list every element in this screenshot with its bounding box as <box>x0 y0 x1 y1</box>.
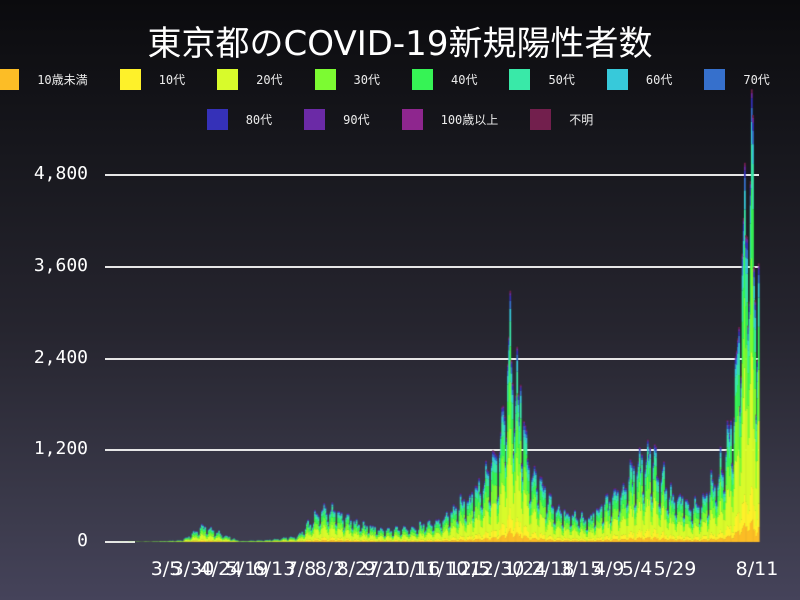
x-tick-label: 4/24 <box>199 558 243 580</box>
x-tick-label: 5/4 <box>621 558 653 580</box>
x-tick-label: 9/21 <box>363 558 407 580</box>
x-tick-label: 2/18 <box>531 558 575 580</box>
x-tick-label: 8/11 <box>735 558 779 580</box>
x-tick-label: 7/8 <box>285 558 317 580</box>
x-tick-label: 4/9 <box>593 558 625 580</box>
x-tick-label: 3/15 <box>559 558 603 580</box>
x-tick-label: 5/19 <box>225 558 269 580</box>
x-tick-label: 10/16 <box>385 558 441 580</box>
x-tick-label: 3/30 <box>171 558 215 580</box>
x-tick-label: 8/27 <box>336 558 380 580</box>
x-tick-label: 8/2 <box>314 558 346 580</box>
x-tick-label: 3/5 <box>150 558 182 580</box>
x-tick-label: 5/29 <box>653 558 697 580</box>
x-tick-label: 6/13 <box>252 558 296 580</box>
x-tick-label: 1/24 <box>503 558 547 580</box>
x-tick-label: 12/5 <box>447 558 491 580</box>
x-tick-label: 12/30 <box>469 558 525 580</box>
x-tick-label: 11/10 <box>413 558 469 580</box>
